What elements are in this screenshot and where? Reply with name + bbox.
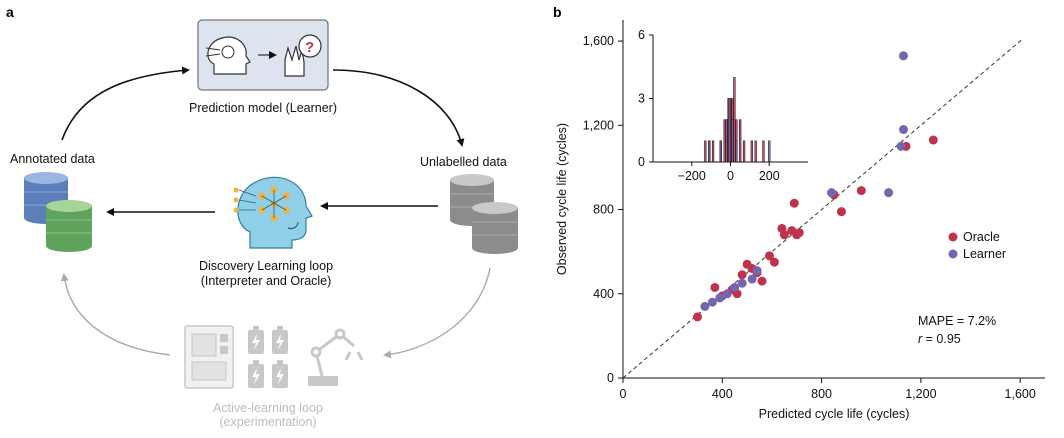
arrow-model-to-unlabelled [332,69,465,147]
y-axis-label: Observed cycle life (cycles) [555,123,569,275]
scatter-plot: 0 400 800 1,200 1,600 0 400 800 1,200 1,600 Predi… [555,20,1045,421]
point-learner [899,51,909,61]
unlabelled-database-icon [450,174,518,254]
x-tick-label: 800 [811,387,832,401]
inset-bar-learner [735,140,738,163]
y-tick-label: 400 [593,287,614,301]
point-learner [722,289,732,299]
y-tick-label: 1,200 [583,118,614,132]
point-oracle [692,312,702,322]
panel-b-label: b [553,4,562,20]
point-oracle [779,230,789,240]
y-tick-label: 800 [593,203,614,217]
point-oracle [928,135,938,145]
prediction-model-icon: ? [197,19,329,91]
active-loop-sublabel: (experimentation) [219,415,316,429]
unlabelled-data-label: Unlabelled data [420,155,507,169]
point-learner [899,125,909,135]
x-tick-label: 400 [712,387,733,401]
point-learner [737,278,747,288]
inset-bar-oracle [739,119,742,163]
inset-bar-oracle [754,140,757,163]
legend-learner-marker [948,249,958,259]
point-learner [884,188,894,198]
identity-line [622,38,1023,379]
inset-bar-learner [728,98,731,163]
arrow-experiment-to-annotated [60,273,171,356]
inset-bar-oracle [704,140,707,163]
annotated-database-icon [24,172,92,252]
lab-machine-icon [184,325,234,389]
inset-x-tick-label: 200 [759,169,780,183]
inset-bar-oracle [733,77,736,163]
panel-a-label: a [6,4,14,20]
point-oracle [710,282,720,292]
active-loop-label: Active-learning loop [213,401,323,415]
point-learner [707,297,717,307]
point-oracle [737,270,747,280]
arrow-annotated-to-model [61,66,190,141]
point-oracle [769,257,779,267]
point-learner [700,301,710,311]
inset-bar-learner [731,119,734,163]
y-tick-label: 1,600 [583,34,614,48]
r-value: = 0.95 [922,332,961,346]
point-oracle [789,198,799,208]
point-oracle [856,186,866,196]
discovery-head-icon [233,176,313,249]
inset-bar-oracle [750,140,753,163]
x-tick-label: 0 [620,387,627,401]
inset-bar-learner [768,140,771,163]
y-tick-label: 0 [607,371,614,385]
inset-x-tick-label: −200 [678,169,706,183]
panel-a: a ? Prediction model (Learner) Annotated… [6,4,518,429]
r-annotation: r = 0.95 [918,332,961,346]
point-learner [827,188,837,198]
point-oracle [794,228,804,238]
point-oracle [757,276,767,286]
inset-y-tick-label: 0 [638,155,645,169]
inset-y-tick-label: 3 [638,92,645,106]
point-learner [752,266,762,276]
legend-oracle-label: Oracle [963,230,1000,244]
point-learner [896,141,906,151]
x-tick-label: 1,200 [905,387,936,401]
r-symbol: r [918,332,923,346]
annotated-data-label: Annotated data [10,152,95,166]
inset-x-tick-label: 0 [727,169,734,183]
svg-text:?: ? [305,39,314,56]
inset-bar-oracle [723,119,726,163]
legend-learner-label: Learner [963,247,1006,261]
inset-bar-oracle [742,140,746,163]
inset-bar-learner [725,119,728,163]
x-tick-label: 1,600 [1005,387,1036,401]
inset-histogram: −200 0 200 0 3 6 [638,28,808,183]
arrow-unlabelled-to-experiment [383,267,491,359]
point-oracle [764,251,774,261]
discovery-loop-label: Discovery Learning loop [199,259,333,273]
battery-icons [248,326,288,388]
inset-bar-oracle [762,140,765,163]
robot-arm-icon [308,328,364,386]
point-learner [747,274,757,284]
point-learner [730,282,740,292]
point-oracle [836,207,846,217]
legend-oracle-marker [948,232,958,242]
discovery-loop-sublabel: (Interpreter and Oracle) [201,274,332,288]
panel-b: b 0 400 800 1,200 1,600 0 400 800 1,200 1,600 Pre… [553,4,1045,421]
prediction-model-label: Prediction model (Learner) [189,101,337,115]
legend: Oracle Learner [948,230,1006,261]
inset-bar-learner [719,140,722,163]
mape-annotation: MAPE = 7.2% [918,314,996,328]
inset-bar-oracle [711,140,715,163]
x-axis-label: Predicted cycle life (cycles) [759,407,910,421]
point-learner [715,293,725,303]
inset-bar-learner [708,140,711,163]
inset-y-tick-label: 6 [638,28,645,42]
